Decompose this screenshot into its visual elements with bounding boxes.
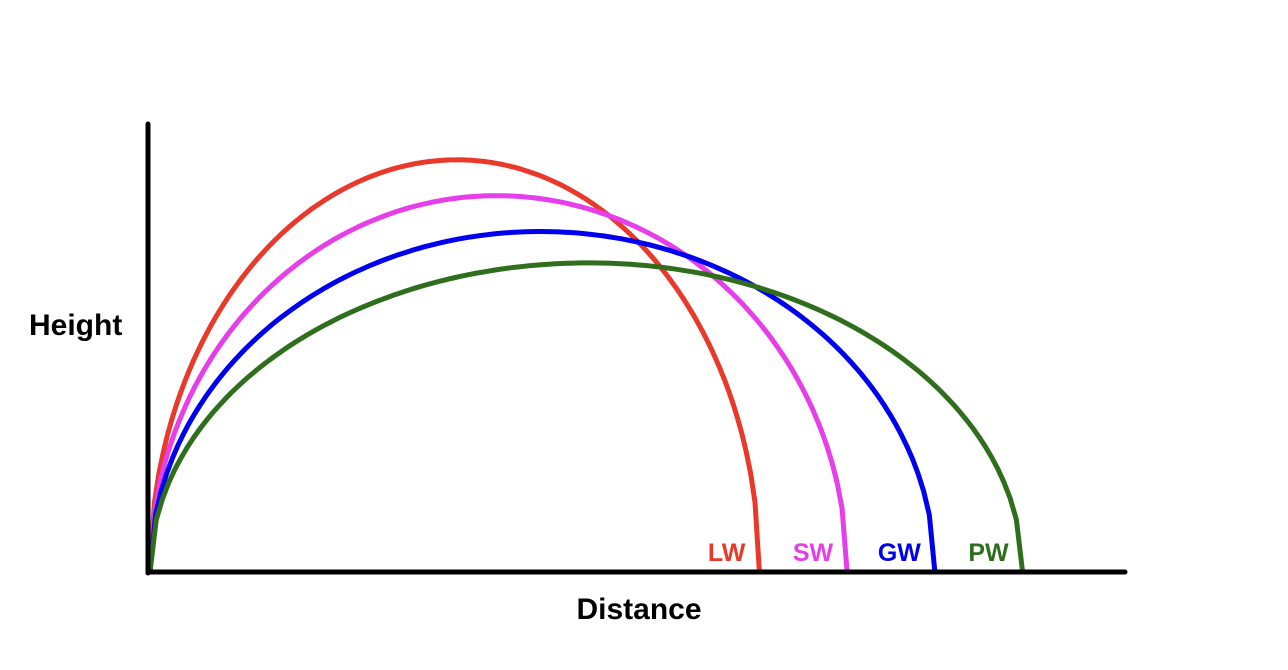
trajectory-gw — [147, 229, 938, 573]
series-curves — [147, 157, 1026, 573]
series-label-gw: GW — [878, 539, 921, 567]
trajectory-sw — [147, 193, 850, 573]
y-axis-title: Height — [29, 309, 122, 342]
series-labels: LW SW GW PW — [708, 539, 1009, 567]
series-label-sw: SW — [793, 539, 834, 567]
trajectory-pw — [147, 260, 1026, 573]
trajectory-lw — [147, 157, 762, 573]
series-label-pw: PW — [968, 539, 1009, 567]
x-axis-title: Distance — [576, 593, 701, 626]
series-label-lw: LW — [708, 539, 746, 567]
